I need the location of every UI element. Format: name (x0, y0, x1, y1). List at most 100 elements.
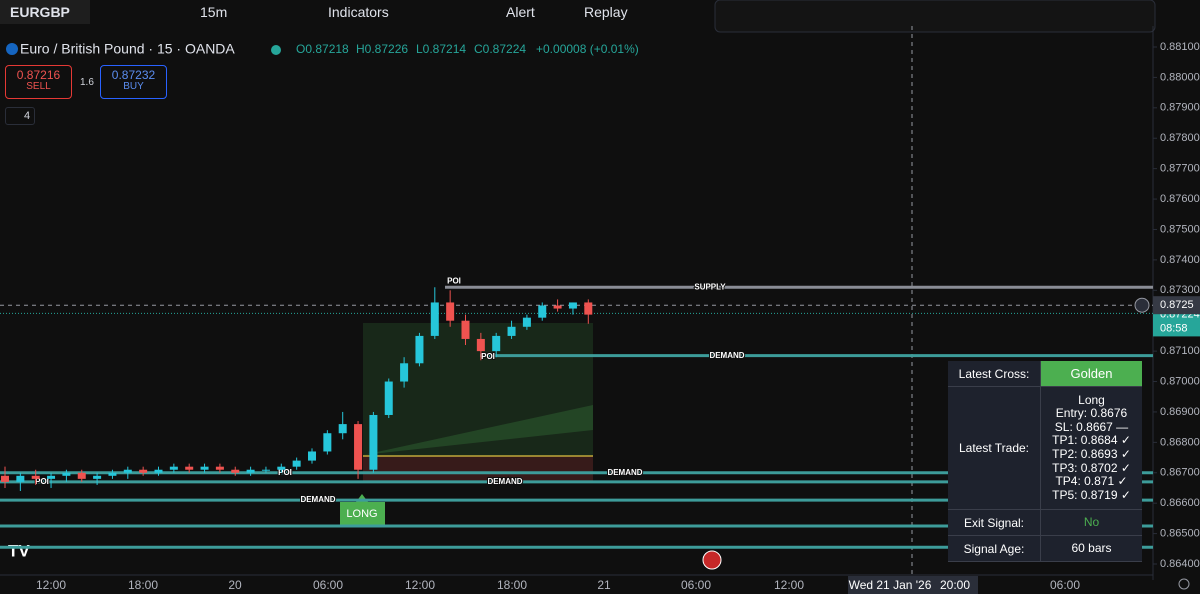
crosshair-price-bg (1153, 296, 1200, 315)
candle-body (108, 472, 117, 476)
ohlc-value: +0.00008 (+0.01%) (536, 42, 639, 56)
time-label: 12:00 (774, 578, 804, 592)
table-row: Exit Signal: No (948, 510, 1142, 536)
poi-label: POI (278, 468, 292, 477)
time-label: 18:00 (128, 578, 158, 592)
value-line: TP2: 0.8693 ✓ (1052, 447, 1131, 461)
candle-body (354, 424, 363, 470)
candle-body (185, 466, 194, 470)
time-label: 06:00 (1050, 578, 1080, 592)
candle-body (47, 475, 56, 479)
time-label: 12:00 (405, 578, 435, 592)
value-line: No (1083, 514, 1100, 529)
price-label: 0.87100 (1160, 345, 1200, 357)
time-label: 06:00 (313, 578, 343, 592)
candle-body (522, 317, 531, 327)
candle-body (154, 469, 163, 473)
price-label: 0.88100 (1160, 41, 1200, 53)
long-signal: LONG (346, 508, 377, 520)
time-label: 21 (597, 578, 611, 592)
candle-body (261, 469, 270, 471)
candle-body (384, 381, 393, 415)
price-label: 0.86600 (1160, 497, 1200, 509)
candle-body (277, 466, 286, 470)
candle-body (553, 305, 562, 309)
buy-label: BUY (123, 81, 144, 92)
price-label: 0.87800 (1160, 132, 1200, 144)
symbol-search[interactable]: EURGBP (0, 0, 90, 24)
candle-body (16, 475, 25, 482)
row-value: No (1041, 510, 1142, 535)
candle-body (338, 424, 347, 434)
logo: TV (8, 541, 30, 560)
price-label: 0.86800 (1160, 436, 1200, 448)
poi-label: POI (35, 477, 49, 486)
indicators: Indicators (328, 4, 389, 20)
alert-button[interactable]: Alert (506, 0, 535, 24)
countdown: 08:58 (1160, 322, 1188, 334)
signal-table: Latest Cross: Golden Latest Trade: Long Entr… (948, 361, 1142, 562)
price-label: 0.86400 (1160, 558, 1200, 570)
indicators-button[interactable]: Indicators (328, 0, 389, 24)
candle-body (461, 320, 470, 339)
candle-body (93, 475, 102, 479)
ohlc-value: H0.87226 (356, 42, 408, 56)
zone-label: DEMAND (487, 477, 522, 486)
sell-price: 0.87216 (16, 68, 61, 82)
candle-body (430, 302, 439, 336)
value-line: TP3: 0.8702 ✓ (1052, 460, 1131, 475)
value-line: Entry: 0.8676 (1055, 406, 1128, 421)
candle-body (308, 451, 316, 461)
crosshair-price: 0.8725 (1160, 299, 1194, 311)
ohlc-value: L0.87214 (416, 42, 466, 56)
candle-body (446, 302, 455, 321)
row-label: Exit Signal: (948, 510, 1041, 535)
sell-button[interactable]: 0.87216 SELL (5, 65, 72, 99)
indicators-toggle[interactable]: 4 (5, 107, 35, 125)
time-label: 20:00 (940, 578, 970, 592)
event-flag (702, 550, 722, 570)
row-label: Signal Age: (948, 536, 1041, 561)
replay: Replay (584, 4, 628, 20)
add-button (1134, 297, 1150, 313)
time-label: 18:00 (497, 578, 527, 592)
candle-body (415, 335, 424, 364)
candle-body (123, 469, 132, 473)
table-row: Latest Trade: Long Entry: 0.8676 SL: 0.8667… (948, 387, 1142, 510)
row-value: Long Entry: 0.8676 SL: 0.8667 — TP1: 0.8684… (1041, 387, 1142, 509)
spread: 1.6 (80, 77, 94, 88)
time-crosshair-bg (848, 576, 978, 594)
value-line: Golden (1070, 365, 1113, 381)
ohlc-value: C0.87224 (474, 42, 526, 56)
row-label: Latest Trade: (948, 387, 1041, 509)
interval: 15m (200, 4, 228, 20)
candle-body (492, 335, 501, 352)
candle-body (231, 469, 240, 473)
price-label: 0.86700 (1160, 467, 1200, 479)
candle-body (476, 338, 485, 352)
value-line: 60 bars (1071, 540, 1112, 555)
price-label: 0.88000 (1160, 71, 1200, 83)
price-label: 0.86500 (1160, 527, 1200, 539)
candle-body (139, 469, 148, 473)
settings-icon[interactable] (1178, 578, 1190, 590)
candle-body (200, 466, 209, 470)
price-label: 0.87900 (1160, 102, 1200, 114)
chart-title: Euro / British Pound · 15 · OANDA (20, 41, 235, 57)
candle-body (584, 302, 593, 315)
table-row: Signal Age: 60 bars (948, 536, 1142, 562)
candle-body (169, 466, 178, 470)
ema-cloud (363, 405, 593, 455)
zone-label: DEMAND (709, 351, 744, 360)
interval-button[interactable]: 15m (200, 0, 227, 24)
row-label: Latest Cross: (948, 361, 1041, 386)
alert: Alert (506, 4, 535, 20)
long-stop-zone (363, 456, 593, 482)
drawing-toolbar (714, 0, 1156, 33)
replay-button[interactable]: Replay (584, 0, 628, 24)
candle-body (215, 466, 224, 470)
price-label: 0.87400 (1160, 254, 1200, 266)
price-label: 0.87500 (1160, 223, 1200, 235)
buy-button[interactable]: 0.87232 BUY (100, 65, 167, 99)
